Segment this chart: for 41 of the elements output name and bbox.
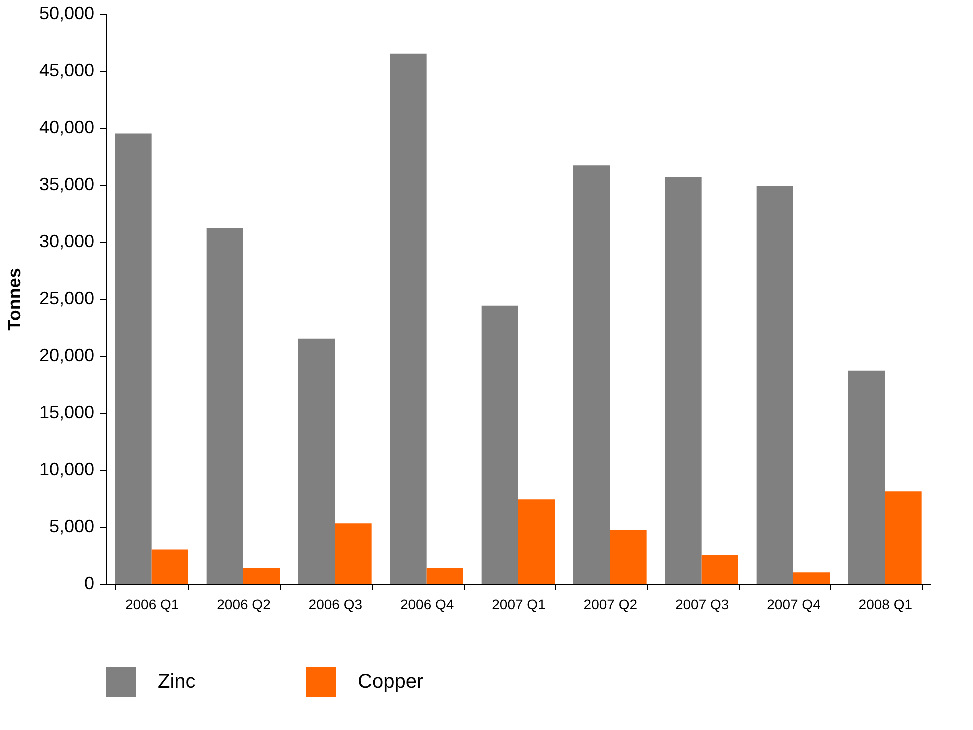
y-tick-label: 10,000	[39, 460, 94, 480]
bar	[574, 166, 610, 584]
bar	[298, 338, 336, 584]
bar	[244, 568, 280, 584]
legend-label: Zinc	[158, 671, 196, 693]
x-tick-label: 2008 Q1	[858, 596, 913, 612]
bar	[665, 177, 702, 584]
bar	[794, 572, 830, 584]
y-tick-label: 35,000	[39, 174, 94, 194]
legend-label: Copper	[358, 671, 424, 693]
bar	[518, 500, 556, 584]
x-tick-label: 2006 Q2	[217, 596, 272, 612]
x-tick-label: 2006 Q1	[125, 596, 180, 612]
y-tick-label: 20,000	[39, 346, 94, 366]
y-tick-label: 5,000	[49, 516, 94, 536]
bar	[115, 134, 152, 584]
bar	[610, 530, 647, 584]
x-tick-label: 2006 Q3	[308, 596, 363, 612]
x-tick-label: 2007 Q3	[675, 596, 730, 612]
y-tick-label: 25,000	[39, 288, 94, 308]
y-tick-label: 30,000	[39, 232, 94, 252]
bar	[756, 186, 794, 584]
x-tick-label: 2007 Q1	[492, 596, 546, 612]
bar	[702, 556, 738, 584]
bar	[206, 228, 244, 584]
x-tick-label: 2007 Q4	[767, 596, 822, 612]
bar	[426, 568, 464, 584]
y-tick-label: 0	[84, 574, 94, 594]
bar	[482, 306, 518, 584]
x-tick-label: 2006 Q4	[400, 596, 454, 612]
bar	[152, 550, 188, 584]
bar	[335, 524, 372, 584]
y-axis-title: Tonnes	[4, 268, 24, 331]
y-tick-label: 15,000	[39, 402, 94, 422]
bar	[390, 54, 427, 584]
bar	[885, 492, 922, 584]
y-tick-label: 50,000	[39, 4, 94, 24]
x-tick-label: 2007 Q2	[584, 596, 638, 612]
y-tick-label: 45,000	[39, 60, 94, 80]
bar	[848, 370, 886, 584]
y-tick-label: 40,000	[39, 118, 94, 138]
